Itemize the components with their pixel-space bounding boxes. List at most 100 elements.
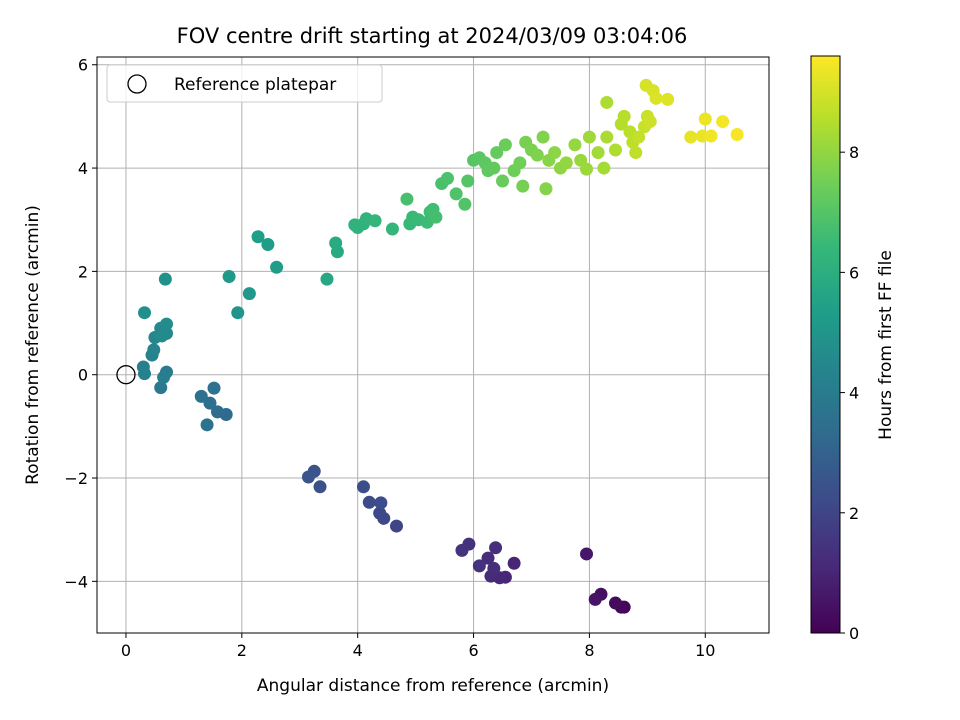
x-axis-title: Angular distance from reference (arcmin): [257, 676, 609, 696]
scatter-point: [661, 92, 675, 106]
scatter-point: [461, 174, 475, 188]
scatter-point: [390, 519, 404, 533]
scatter-point: [210, 405, 224, 419]
legend-entry-label: Reference platepar: [174, 75, 336, 95]
scatter-point: [608, 143, 622, 157]
scatter-point: [270, 260, 284, 274]
scatter-point: [242, 287, 256, 301]
scatter-point: [207, 381, 221, 395]
x-tick-label: 10: [695, 641, 715, 660]
scatter-point: [157, 370, 171, 384]
scatter-point: [455, 543, 469, 557]
scatter-point: [429, 210, 443, 224]
colorbar-tick-label: 2: [849, 504, 859, 523]
y-axis-ticks: −4 −2 0 2 4 6: [64, 56, 97, 591]
scatter-point: [530, 148, 544, 162]
scatter-point: [580, 547, 594, 561]
scatter-point: [597, 161, 611, 175]
y-tick-label: 2: [78, 262, 88, 281]
x-axis-ticks: 0 2 4 6 8 10: [121, 633, 715, 660]
scatter-point: [629, 146, 643, 160]
scatter-point: [513, 156, 527, 170]
scatter-point: [373, 506, 387, 520]
scatter-point: [516, 179, 530, 193]
scatter-point: [362, 495, 376, 509]
scatter-point: [716, 115, 730, 129]
scatter-point: [487, 161, 501, 175]
x-tick-label: 8: [584, 641, 594, 660]
x-tick-label: 0: [121, 641, 131, 660]
scatter-point: [481, 551, 495, 565]
scatter-point: [582, 130, 596, 144]
scatter-point: [704, 129, 718, 143]
scatter-point: [559, 156, 573, 170]
scatter-point: [489, 541, 503, 555]
scatter-point: [138, 306, 152, 320]
scatter-point: [617, 109, 631, 123]
plot-frame: [96, 56, 770, 634]
scatter-point: [138, 367, 152, 381]
colorbar-ticks: 0 2 4 6 8: [840, 143, 859, 643]
scatter-point: [507, 556, 521, 570]
scatter-point: [600, 130, 614, 144]
scatter-point: [261, 238, 275, 252]
scatter-point: [440, 171, 454, 185]
scatter-point: [698, 112, 712, 126]
y-tick-label: 4: [78, 159, 88, 178]
scatter-point: [158, 272, 172, 286]
colorbar-tick-label: 4: [849, 384, 859, 403]
scatter-points: [136, 78, 744, 614]
scatter-point: [147, 343, 161, 357]
scatter-point: [449, 187, 463, 201]
x-tick-label: 6: [468, 641, 478, 660]
scatter-point: [458, 197, 472, 211]
scatter-point: [487, 561, 501, 575]
y-axis-title: Rotation from reference (arcmin): [23, 205, 43, 485]
y-tick-label: −2: [64, 469, 88, 488]
scatter-point: [730, 127, 744, 141]
colorbar-tick-label: 6: [849, 263, 859, 282]
scatter-point: [329, 236, 343, 250]
scatter-point: [536, 130, 550, 144]
chart-title: FOV centre drift starting at 2024/03/09 …: [177, 24, 688, 48]
scatter-point: [160, 317, 174, 331]
scatter-point: [231, 306, 245, 320]
y-tick-label: 0: [78, 366, 88, 385]
scatter-point: [684, 130, 698, 144]
colorbar-title: Hours from first FF file: [876, 250, 896, 440]
scatter-point: [496, 174, 510, 188]
scatter-point: [374, 496, 388, 510]
legend-box: [106, 64, 383, 103]
colorbar: 0 2 4 6 8 Hours from first FF file: [810, 55, 896, 643]
scatter-point: [400, 192, 414, 206]
y-tick-label: 6: [78, 56, 88, 75]
scatter-point: [591, 146, 605, 160]
plot-background: [97, 57, 769, 633]
colorbar-tick-label: 0: [849, 624, 859, 643]
colorbar-gradient: [811, 56, 840, 633]
scatter-point: [194, 389, 208, 403]
scatter-point: [251, 230, 265, 244]
scatter-point: [580, 162, 594, 176]
scatter-point: [472, 559, 486, 573]
scatter-point: [490, 146, 504, 160]
scatter-point: [649, 91, 663, 105]
scatter-point: [222, 270, 236, 284]
scatter-point: [498, 138, 512, 152]
scatter-point: [600, 95, 614, 109]
scatter-point: [313, 480, 327, 494]
scatter-point: [588, 592, 602, 606]
colorbar-frame: [810, 55, 841, 634]
colorbar-tick-label: 8: [849, 143, 859, 162]
legend-marker-open-circle: [127, 74, 147, 94]
scatter-point: [548, 146, 562, 160]
plot-area: 0 2 4 6 8 10 −4 −2 0 2 4 6: [64, 56, 770, 660]
scatter-point: [539, 182, 553, 196]
scatter-point: [568, 138, 582, 152]
scatter-point: [356, 480, 370, 494]
scatter-point: [632, 130, 646, 144]
scatter-point: [385, 222, 399, 236]
y-tick-label: −4: [64, 572, 88, 591]
scatter-point: [368, 214, 382, 228]
